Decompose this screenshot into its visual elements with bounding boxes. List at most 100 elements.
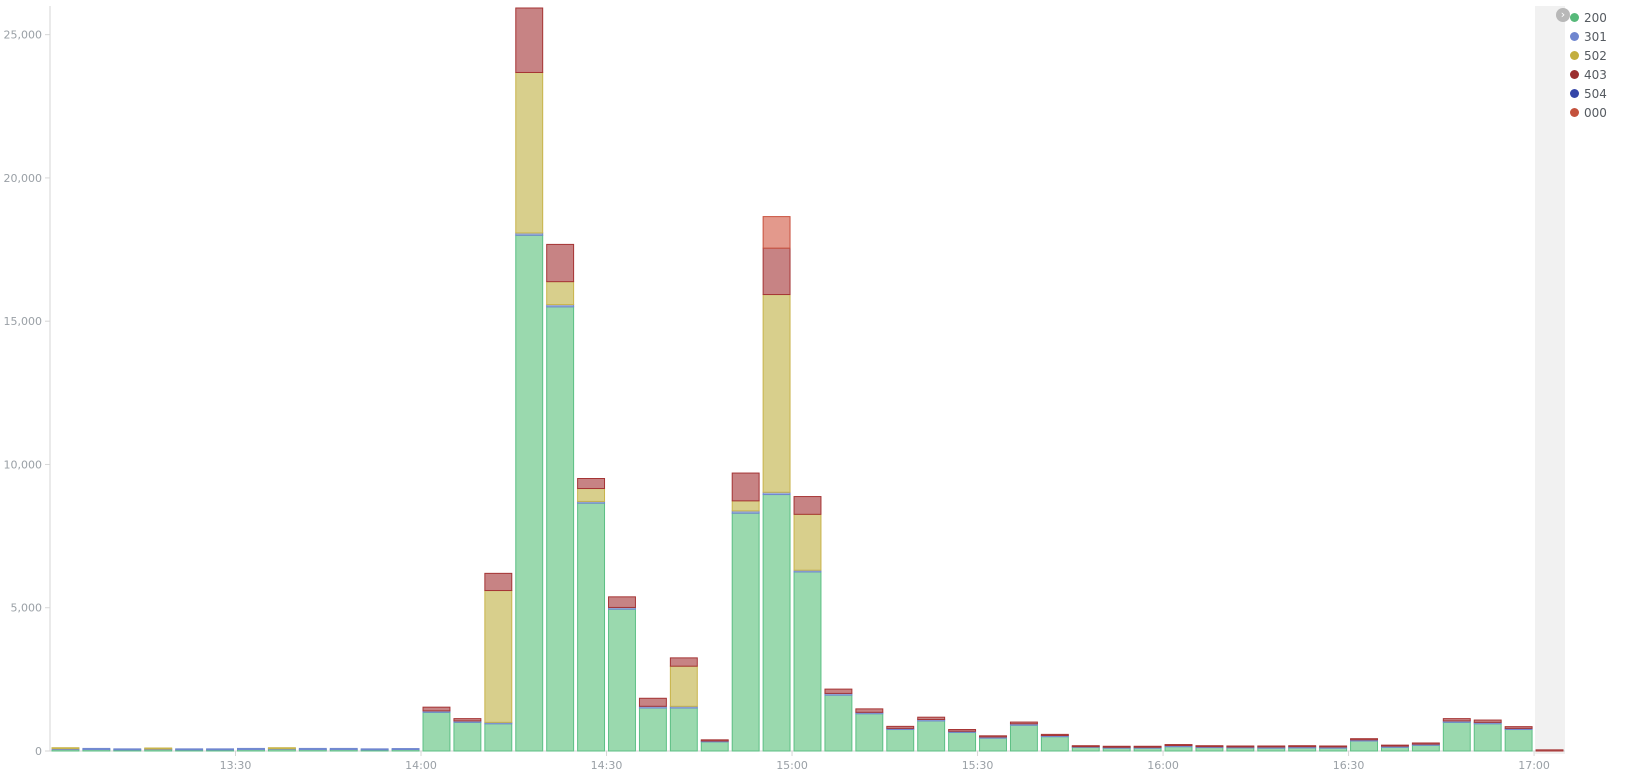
bar-segment-403[interactable] bbox=[1102, 745, 1131, 748]
bar-segment-403[interactable] bbox=[515, 7, 544, 73]
bar-segment-403[interactable] bbox=[979, 735, 1007, 738]
bar-stack[interactable] bbox=[1009, 721, 1038, 752]
legend-item-403[interactable]: 403 bbox=[1570, 65, 1634, 84]
legend-item-502[interactable]: 502 bbox=[1570, 46, 1634, 65]
bar-segment-502[interactable] bbox=[731, 500, 760, 512]
bar-segment-403[interactable] bbox=[453, 718, 482, 722]
bar-stack[interactable] bbox=[1040, 733, 1069, 752]
bar-segment-502[interactable] bbox=[484, 590, 513, 723]
bar-stack[interactable] bbox=[1319, 745, 1348, 752]
bar-segment-403[interactable] bbox=[608, 596, 636, 608]
bar-segment-301[interactable] bbox=[113, 748, 142, 751]
bar-stack[interactable] bbox=[422, 706, 451, 752]
bar-segment-403[interactable] bbox=[1257, 745, 1286, 748]
bar-stack[interactable] bbox=[453, 718, 482, 752]
bar-segment-301[interactable] bbox=[360, 748, 389, 751]
bar-stack[interactable] bbox=[577, 478, 606, 752]
bar-segment-200[interactable] bbox=[1071, 746, 1100, 752]
bar-segment-502[interactable] bbox=[267, 747, 296, 750]
bar-stack[interactable] bbox=[948, 729, 977, 752]
legend-item-200[interactable]: 200 bbox=[1570, 8, 1634, 27]
bar-segment-403[interactable] bbox=[1411, 742, 1440, 745]
bar-segment-502[interactable] bbox=[546, 281, 575, 306]
bar-stack[interactable] bbox=[1288, 745, 1317, 752]
bar-stack[interactable] bbox=[546, 243, 575, 752]
bar-segment-403[interactable] bbox=[484, 572, 513, 592]
bar-stack[interactable] bbox=[267, 747, 296, 752]
bar-segment-200[interactable] bbox=[546, 306, 575, 752]
bar-segment-000[interactable] bbox=[762, 216, 791, 249]
bar-segment-200[interactable] bbox=[484, 723, 513, 752]
bar-stack[interactable] bbox=[1380, 744, 1409, 752]
bar-stack[interactable] bbox=[206, 748, 235, 752]
bar-stack[interactable] bbox=[175, 748, 204, 752]
bar-segment-200[interactable] bbox=[917, 720, 946, 752]
bar-segment-301[interactable] bbox=[237, 747, 265, 751]
bar-segment-200[interactable] bbox=[1009, 724, 1038, 752]
bar-segment-403[interactable] bbox=[1319, 745, 1348, 748]
bar-segment-200[interactable] bbox=[1195, 747, 1224, 752]
bar-segment-200[interactable] bbox=[762, 494, 791, 752]
bar-segment-200[interactable] bbox=[1473, 723, 1502, 752]
bar-stack[interactable] bbox=[731, 472, 760, 752]
bar-stack[interactable] bbox=[113, 748, 142, 752]
bar-stack[interactable] bbox=[1442, 718, 1471, 752]
bar-segment-403[interactable] bbox=[1350, 738, 1378, 741]
bar-segment-403[interactable] bbox=[546, 243, 575, 283]
bar-stack[interactable] bbox=[1133, 745, 1162, 752]
bar-segment-301[interactable] bbox=[206, 748, 235, 751]
bar-stack[interactable] bbox=[638, 697, 667, 752]
bar-segment-403[interactable] bbox=[1380, 744, 1409, 747]
bar-segment-200[interactable] bbox=[1040, 736, 1069, 752]
bar-segment-403[interactable] bbox=[793, 496, 822, 515]
bar-segment-301[interactable] bbox=[329, 747, 358, 751]
bar-segment-403[interactable] bbox=[1288, 745, 1317, 748]
bar-segment-403[interactable] bbox=[855, 708, 884, 713]
bar-stack[interactable] bbox=[1535, 749, 1564, 752]
bar-stack[interactable] bbox=[51, 747, 80, 752]
bar-segment-403[interactable] bbox=[1473, 719, 1502, 723]
bar-segment-200[interactable] bbox=[1350, 740, 1378, 752]
bar-stack[interactable] bbox=[1504, 726, 1533, 752]
bar-segment-403[interactable] bbox=[762, 247, 791, 296]
bar-segment-502[interactable] bbox=[793, 513, 822, 571]
bar-stack[interactable] bbox=[484, 572, 513, 752]
legend-item-301[interactable]: 301 bbox=[1570, 27, 1634, 46]
bar-segment-403[interactable] bbox=[1040, 733, 1069, 737]
bar-stack[interactable] bbox=[237, 747, 265, 752]
bar-segment-502[interactable] bbox=[762, 294, 791, 493]
bar-segment-403[interactable] bbox=[886, 725, 915, 729]
bar-stack[interactable] bbox=[1257, 745, 1286, 752]
bar-segment-403[interactable] bbox=[1195, 745, 1224, 748]
bar-segment-403[interactable] bbox=[1442, 718, 1471, 722]
bar-stack[interactable] bbox=[886, 725, 915, 752]
bar-stack[interactable] bbox=[1411, 742, 1440, 752]
bar-stack[interactable] bbox=[1164, 744, 1193, 752]
bar-segment-200[interactable] bbox=[824, 694, 853, 752]
bar-segment-200[interactable] bbox=[669, 707, 698, 752]
bar-segment-403[interactable] bbox=[824, 688, 853, 694]
bar-segment-200[interactable] bbox=[855, 713, 884, 752]
bar-segment-200[interactable] bbox=[1380, 746, 1409, 752]
bar-stack[interactable] bbox=[1473, 719, 1502, 752]
bar-segment-403[interactable] bbox=[1009, 721, 1038, 725]
legend-toggle-button[interactable]: › bbox=[1556, 8, 1570, 22]
bar-stack[interactable] bbox=[762, 216, 791, 752]
bar-stack[interactable] bbox=[793, 496, 822, 752]
legend-item-000[interactable]: 000 bbox=[1570, 103, 1634, 122]
bar-segment-403[interactable] bbox=[917, 716, 946, 720]
bar-segment-301[interactable] bbox=[391, 748, 420, 751]
bar-stack[interactable] bbox=[1071, 745, 1100, 752]
bar-segment-200[interactable] bbox=[731, 512, 760, 752]
bar-segment-200[interactable] bbox=[577, 502, 606, 752]
bar-stack[interactable] bbox=[608, 596, 636, 752]
bar-segment-403[interactable] bbox=[1504, 726, 1533, 729]
bar-stack[interactable] bbox=[1226, 745, 1255, 752]
bar-segment-200[interactable] bbox=[979, 737, 1007, 752]
bar-segment-200[interactable] bbox=[700, 741, 729, 752]
bar-segment-403[interactable] bbox=[422, 706, 451, 712]
bar-stack[interactable] bbox=[1102, 745, 1131, 752]
bar-stack[interactable] bbox=[391, 748, 420, 752]
bar-segment-403[interactable] bbox=[1071, 745, 1100, 748]
bar-stack[interactable] bbox=[144, 747, 173, 752]
